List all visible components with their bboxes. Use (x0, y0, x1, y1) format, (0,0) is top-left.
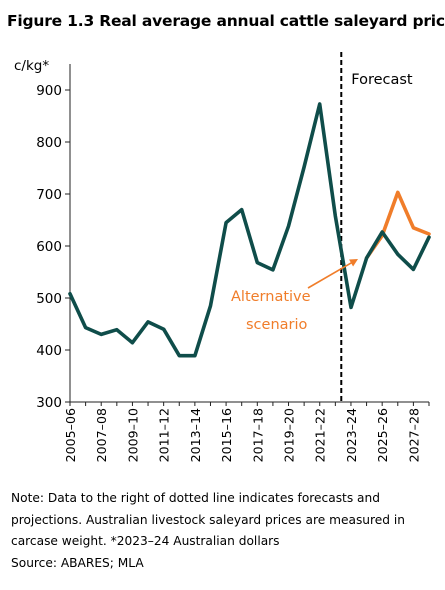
axes (69, 64, 429, 403)
forecast-label: Forecast (351, 72, 413, 88)
x-tick-label: 2017–18 (250, 408, 265, 462)
y-tick-label: 300 (36, 395, 62, 411)
alternative-scenario-label-line2: scenario (246, 317, 308, 333)
note-text: Note: Data to the right of dotted line i… (11, 491, 405, 548)
alternative-scenario-line (364, 190, 431, 260)
x-tick-label: 2005–06 (63, 408, 78, 462)
y-tick-label: 500 (36, 291, 62, 307)
x-tick-label: 2013–14 (188, 408, 203, 462)
line-chart: c/kg* 300 400 500 600 700 800 900 2005–06 2007–… (14, 52, 431, 462)
x-axis-ticks: 2005–06 2007–08 2009–10 2011–12 2013–14 2015–… (63, 402, 430, 462)
annotations: Forecast Alternative scenario (231, 72, 413, 333)
y-axis-label: c/kg* (14, 58, 49, 74)
x-tick-label: 2027–28 (406, 408, 421, 462)
x-tick-label: 2007–08 (94, 408, 109, 462)
y-tick-label: 600 (36, 239, 62, 255)
x-tick-label: 2023–24 (344, 408, 359, 462)
main-series-line (68, 102, 431, 358)
x-tick-label: 2009–10 (125, 408, 140, 462)
x-tick-label: 2019–20 (282, 408, 297, 462)
annotation-arrow-head (349, 259, 358, 267)
source-text: Source: ABARES; MLA (11, 555, 144, 570)
chart-area: c/kg* 300 400 500 600 700 800 900 2005–06 2007–… (0, 50, 445, 480)
y-tick-label: 800 (36, 135, 62, 151)
chart-title: Figure 1.3 Real average annual cattle sa… (7, 12, 445, 30)
x-tick-label: 2015–16 (219, 408, 234, 462)
series-lines (68, 102, 431, 358)
chart-note: Note: Data to the right of dotted line i… (11, 488, 436, 574)
y-tick-label: 900 (36, 83, 62, 99)
x-tick-label: 2025–26 (375, 408, 390, 462)
annotation-arrow (307, 260, 355, 289)
alternative-scenario-label-line1: Alternative (231, 289, 311, 305)
x-tick-label: 2011–12 (157, 408, 172, 462)
y-axis-ticks: 300 400 500 600 700 800 900 (36, 83, 70, 411)
y-tick-label: 400 (36, 343, 62, 359)
x-tick-label: 2021–22 (313, 408, 328, 462)
y-tick-label: 700 (36, 187, 62, 203)
